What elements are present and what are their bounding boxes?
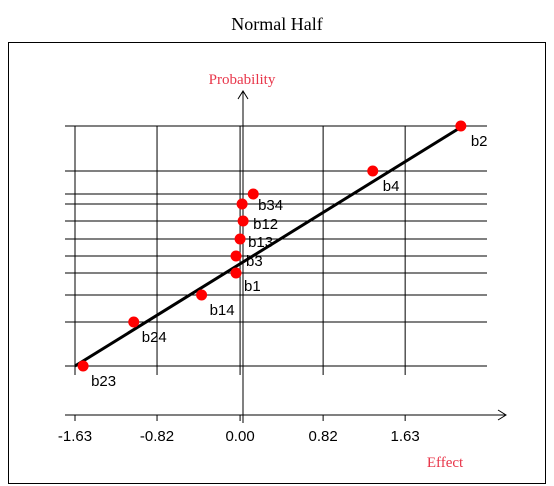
point-label: b34 <box>258 197 283 214</box>
x-axis-title: Effect <box>427 455 464 471</box>
data-point <box>237 215 249 227</box>
normal-half-plot: -1.63 -0.82 0.00 0.82 1.63 Probability Effect b… <box>58 72 507 471</box>
y-axis-title: Probability <box>209 72 276 88</box>
x-tick-label: 1.63 <box>391 428 420 445</box>
y-axis-arrow <box>237 90 249 100</box>
point-label: b2 <box>471 133 488 150</box>
point-label: b24 <box>142 329 167 346</box>
point-label: b23 <box>91 373 116 390</box>
fit-line <box>74 124 464 368</box>
data-point <box>230 267 242 279</box>
chart-frame: -1.63 -0.82 0.00 0.82 1.63 Probability Effect b… <box>8 42 546 484</box>
data-point <box>196 289 208 301</box>
x-tick-label: -0.82 <box>140 428 174 445</box>
point-label: b13 <box>248 234 273 251</box>
data-point <box>234 233 246 245</box>
point-label: b12 <box>253 216 278 233</box>
data-point <box>247 188 259 200</box>
point-label: b4 <box>383 178 400 195</box>
point-label: b1 <box>244 278 261 295</box>
data-point <box>230 250 242 262</box>
x-tick-label: 0.82 <box>309 428 338 445</box>
x-tick-label: -1.63 <box>58 428 92 445</box>
data-point <box>367 165 379 177</box>
x-tick-label: 0.00 <box>225 428 254 445</box>
point-label: b14 <box>210 302 235 319</box>
data-point <box>128 316 140 328</box>
x-axis-arrow <box>497 409 507 421</box>
point-label: b3 <box>246 253 263 270</box>
data-point <box>77 360 89 372</box>
data-point <box>236 198 248 210</box>
data-point <box>455 120 467 132</box>
chart-title: Normal Half <box>231 14 323 34</box>
